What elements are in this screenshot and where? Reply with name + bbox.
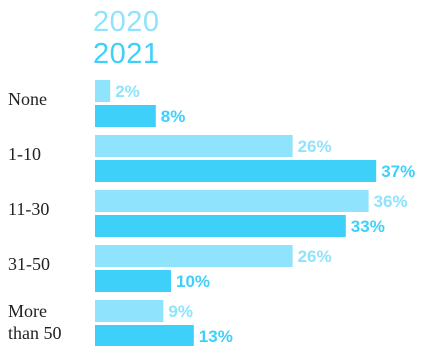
bar-2021-none bbox=[95, 105, 156, 127]
bar-2021-more-than-50 bbox=[95, 325, 194, 346]
bar-2020-none bbox=[95, 80, 111, 102]
category-label-11-30: 11-30 bbox=[8, 199, 49, 219]
category-labels: None 1-10 11-30 31-50 More than 50 bbox=[8, 89, 62, 343]
value-label-2020-11-30: 36% bbox=[374, 192, 408, 211]
legend-entry-2021: 2021 bbox=[93, 38, 160, 70]
category-label-31-50: 31-50 bbox=[8, 254, 50, 274]
bars bbox=[95, 80, 377, 346]
value-label-2021-none: 8% bbox=[161, 107, 186, 126]
value-labels: 2% 8% 26% 37% 36% 33% 26% 10% 9% 13% bbox=[115, 82, 415, 346]
bar-2020-31-50 bbox=[95, 245, 293, 267]
value-label-2020-1-10: 26% bbox=[298, 137, 332, 156]
legend-entry-2020: 2020 bbox=[93, 6, 160, 38]
value-label-2020-31-50: 26% bbox=[298, 247, 332, 266]
category-label-more-than-50: More than 50 bbox=[8, 301, 62, 343]
value-label-2021-11-30: 33% bbox=[351, 217, 385, 236]
bar-2020-1-10 bbox=[95, 135, 293, 157]
category-label-none: None bbox=[8, 89, 47, 109]
bar-2021-1-10 bbox=[95, 160, 377, 182]
category-label-1-10: 1-10 bbox=[8, 144, 41, 164]
bar-2020-more-than-50 bbox=[95, 300, 164, 322]
value-label-2021-31-50: 10% bbox=[176, 272, 210, 291]
value-label-2020-more-than-50: 9% bbox=[168, 302, 193, 321]
bar-2021-31-50 bbox=[95, 270, 171, 292]
value-label-2021-1-10: 37% bbox=[381, 162, 415, 181]
value-label-2021-more-than-50: 13% bbox=[199, 327, 233, 346]
value-label-2020-none: 2% bbox=[115, 82, 140, 101]
bar-2021-11-30 bbox=[95, 215, 346, 237]
bar-2020-11-30 bbox=[95, 190, 369, 212]
